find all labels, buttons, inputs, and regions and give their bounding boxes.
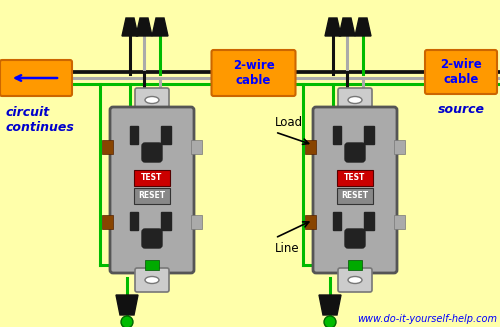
FancyBboxPatch shape	[345, 143, 365, 162]
Bar	[305, 215, 316, 229]
Bar	[364, 126, 374, 144]
FancyBboxPatch shape	[313, 107, 397, 273]
Polygon shape	[152, 18, 168, 36]
Polygon shape	[319, 295, 341, 315]
Bar	[348, 260, 362, 270]
FancyBboxPatch shape	[338, 88, 372, 112]
Bar	[333, 212, 341, 230]
Polygon shape	[339, 18, 355, 36]
Bar	[191, 140, 202, 154]
Bar	[394, 140, 405, 154]
Text: RESET: RESET	[138, 192, 166, 200]
Bar	[394, 215, 405, 229]
Bar	[130, 212, 138, 230]
Polygon shape	[355, 18, 371, 36]
FancyBboxPatch shape	[0, 60, 72, 96]
FancyBboxPatch shape	[135, 88, 169, 112]
Polygon shape	[325, 18, 341, 36]
Text: 2-wire
cable: 2-wire cable	[232, 59, 274, 87]
Bar	[145, 260, 159, 270]
Circle shape	[121, 316, 133, 327]
Ellipse shape	[348, 277, 362, 284]
Circle shape	[324, 316, 336, 327]
Ellipse shape	[145, 96, 159, 104]
Text: TEST: TEST	[344, 174, 366, 182]
Bar	[191, 215, 202, 229]
FancyBboxPatch shape	[142, 229, 162, 248]
Bar	[102, 215, 113, 229]
Text: source: source	[438, 103, 484, 116]
Polygon shape	[116, 295, 138, 315]
Ellipse shape	[145, 277, 159, 284]
Text: Load: Load	[275, 116, 303, 129]
Bar	[130, 126, 138, 144]
Bar	[161, 126, 171, 144]
Text: circuit
continues: circuit continues	[6, 106, 75, 134]
Ellipse shape	[348, 96, 362, 104]
Bar	[337, 188, 373, 204]
Bar	[305, 140, 316, 154]
Bar	[333, 126, 341, 144]
Bar	[134, 170, 170, 186]
Bar	[161, 212, 171, 230]
Text: RESET: RESET	[342, 192, 368, 200]
Text: www.do-it-yourself-help.com: www.do-it-yourself-help.com	[357, 314, 497, 324]
Text: Line: Line	[275, 242, 299, 255]
FancyBboxPatch shape	[345, 229, 365, 248]
FancyBboxPatch shape	[135, 268, 169, 292]
Bar	[102, 140, 113, 154]
FancyBboxPatch shape	[425, 50, 497, 94]
Polygon shape	[136, 18, 152, 36]
Bar	[337, 170, 373, 186]
Bar	[134, 188, 170, 204]
Text: TEST: TEST	[142, 174, 163, 182]
FancyBboxPatch shape	[142, 143, 162, 162]
FancyBboxPatch shape	[338, 268, 372, 292]
Polygon shape	[122, 18, 138, 36]
Bar	[364, 212, 374, 230]
FancyBboxPatch shape	[212, 50, 296, 96]
Text: 2-wire
cable: 2-wire cable	[440, 58, 482, 86]
FancyBboxPatch shape	[110, 107, 194, 273]
